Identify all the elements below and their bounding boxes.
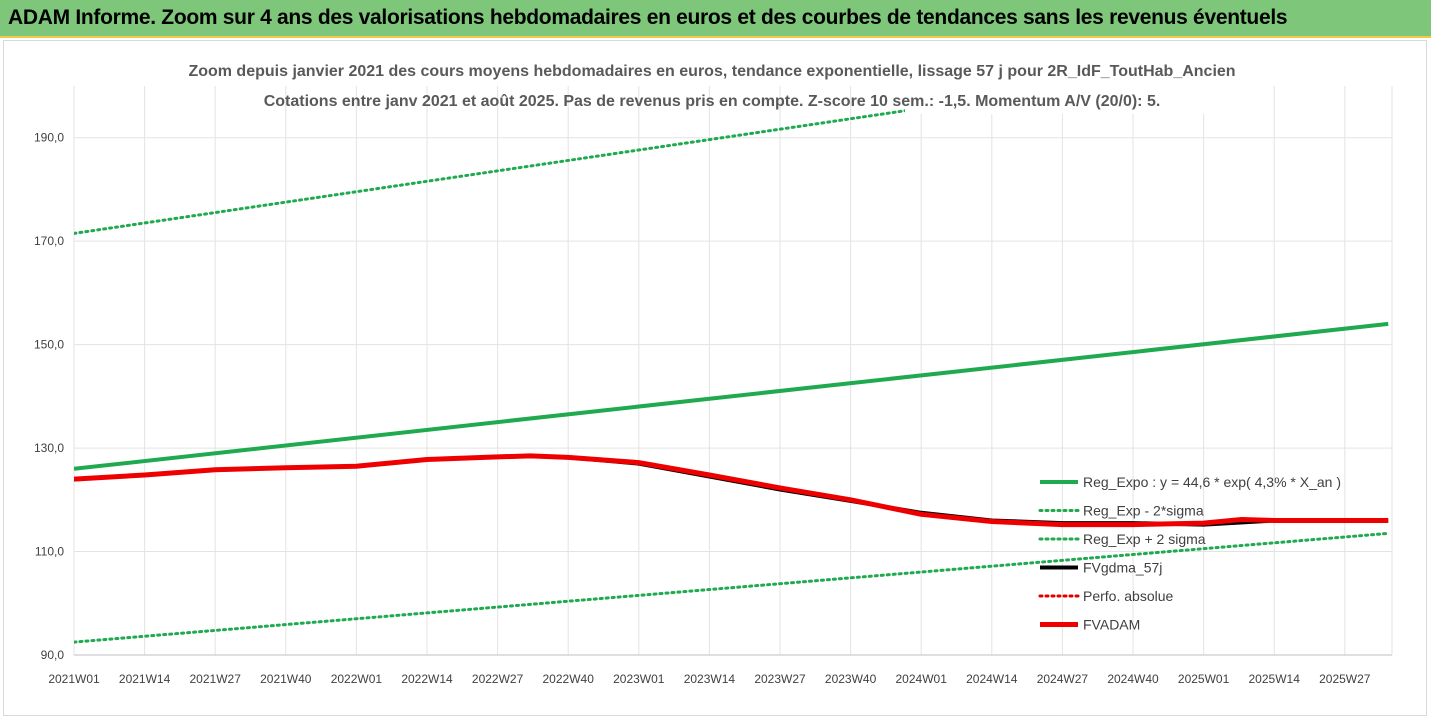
page-banner: ADAM Informe. Zoom sur 4 ans des valoris…	[0, 0, 1431, 38]
series-line-5	[74, 453, 1389, 528]
y-tick-label: 190,0	[34, 131, 64, 145]
x-tick-label: 2022W40	[543, 672, 595, 686]
x-tick-label: 2023W01	[613, 672, 665, 686]
legend-entry-label: Perfo. absolue	[1083, 588, 1173, 604]
legend-entry-label: Reg_Exp - 2*sigma	[1083, 503, 1204, 519]
x-tick-label: 2023W14	[684, 672, 736, 686]
chart-title: Zoom depuis janvier 2021 des cours moyen…	[188, 63, 1235, 80]
y-tick-label: 150,0	[34, 338, 64, 352]
x-tick-label: 2024W27	[1037, 672, 1089, 686]
x-tick-label: 2022W27	[472, 672, 524, 686]
legend-entry-label: FVADAM	[1083, 617, 1140, 633]
chart-frame	[3, 40, 1427, 716]
series-line-0	[74, 321, 1389, 471]
x-tick-label: 2021W14	[119, 672, 171, 686]
page-banner-title: ADAM Informe. Zoom sur 4 ans des valoris…	[8, 6, 1288, 29]
x-tick-label: 2025W27	[1319, 672, 1371, 686]
x-tick-label: 2025W14	[1249, 672, 1301, 686]
x-tick-label: 2021W01	[48, 672, 100, 686]
chart-title-backdrop	[905, 62, 1233, 114]
y-tick-label: 90,0	[41, 648, 65, 662]
legend-box	[1032, 467, 1372, 639]
series-line-1	[74, 531, 1390, 644]
x-tick-label: 2022W14	[401, 672, 453, 686]
x-tick-label: 2021W40	[260, 672, 312, 686]
x-tick-label: 2024W14	[966, 672, 1018, 686]
x-tick-label: 2021W27	[190, 672, 242, 686]
legend-entry-label: Reg_Exp + 2 sigma	[1083, 531, 1206, 547]
legend-entry-label: FVgdma_57j	[1083, 560, 1162, 576]
chart-gridlines	[73, 86, 1393, 656]
y-tick-label: 110,0	[35, 545, 64, 559]
x-tick-label: 2024W01	[896, 672, 948, 686]
x-tick-label: 2024W40	[1107, 672, 1159, 686]
chart-subtitle: Cotations entre janv 2021 et août 2025. …	[264, 93, 1161, 110]
x-tick-label: 2025W01	[1178, 672, 1230, 686]
y-tick-label: 170,0	[34, 234, 64, 248]
x-tick-label: 2023W27	[754, 672, 806, 686]
x-tick-label: 2023W40	[825, 672, 877, 686]
series-line-2	[74, 86, 1083, 235]
legend-entry-label: Reg_Expo : y = 44,6 * exp( 4,3% * X_an )	[1083, 474, 1341, 490]
chart-series-layer	[74, 86, 1390, 644]
x-tick-label: 2022W01	[331, 672, 383, 686]
chart-legend: Reg_Expo : y = 44,6 * exp( 4,3% * X_an )…	[1032, 467, 1372, 639]
y-tick-label: 130,0	[34, 441, 64, 455]
chart-axis-labels: 90,0 110,0 130,0 150,0 170,0 190,0 2021W01 2021…	[34, 131, 1371, 686]
